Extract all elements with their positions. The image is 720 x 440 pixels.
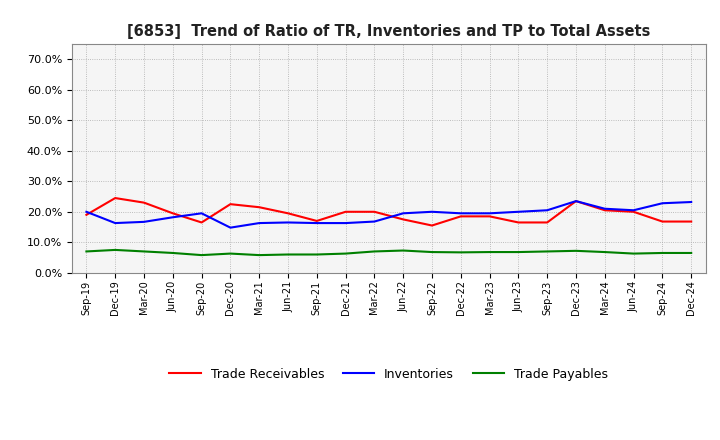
Inventories	[370, 219, 379, 224]
Inventories	[312, 220, 321, 226]
Inventories	[111, 220, 120, 226]
Trade Payables	[82, 249, 91, 254]
Inventories	[255, 220, 264, 226]
Trade Payables	[543, 249, 552, 254]
Trade Receivables	[514, 220, 523, 225]
Trade Payables	[255, 253, 264, 258]
Trade Payables	[485, 249, 494, 255]
Trade Payables	[111, 247, 120, 253]
Trade Receivables	[485, 214, 494, 219]
Trade Payables	[370, 249, 379, 254]
Line: Trade Receivables: Trade Receivables	[86, 198, 691, 226]
Line: Inventories: Inventories	[86, 201, 691, 227]
Trade Payables	[514, 249, 523, 255]
Trade Payables	[428, 249, 436, 255]
Legend: Trade Receivables, Inventories, Trade Payables: Trade Receivables, Inventories, Trade Pa…	[164, 363, 613, 385]
Inventories	[514, 209, 523, 214]
Inventories	[284, 220, 292, 225]
Inventories	[341, 220, 350, 226]
Trade Payables	[226, 251, 235, 256]
Inventories	[456, 211, 465, 216]
Trade Receivables	[312, 218, 321, 224]
Title: [6853]  Trend of Ratio of TR, Inventories and TP to Total Assets: [6853] Trend of Ratio of TR, Inventories…	[127, 24, 650, 39]
Trade Receivables	[255, 205, 264, 210]
Trade Payables	[600, 249, 609, 255]
Trade Payables	[399, 248, 408, 253]
Trade Payables	[197, 253, 206, 258]
Inventories	[140, 219, 148, 224]
Trade Receivables	[140, 200, 148, 205]
Trade Receivables	[168, 211, 177, 216]
Trade Receivables	[284, 211, 292, 216]
Trade Receivables	[687, 219, 696, 224]
Trade Receivables	[341, 209, 350, 214]
Trade Payables	[168, 250, 177, 256]
Trade Receivables	[629, 209, 638, 214]
Trade Payables	[456, 250, 465, 255]
Inventories	[629, 208, 638, 213]
Trade Receivables	[370, 209, 379, 214]
Trade Receivables	[226, 202, 235, 207]
Trade Payables	[312, 252, 321, 257]
Trade Payables	[687, 250, 696, 256]
Inventories	[197, 211, 206, 216]
Trade Receivables	[428, 223, 436, 228]
Trade Payables	[140, 249, 148, 254]
Inventories	[658, 201, 667, 206]
Inventories	[428, 209, 436, 214]
Inventories	[82, 209, 91, 214]
Inventories	[600, 206, 609, 211]
Trade Payables	[341, 251, 350, 256]
Trade Payables	[572, 248, 580, 253]
Line: Trade Payables: Trade Payables	[86, 250, 691, 255]
Inventories	[226, 225, 235, 230]
Trade Payables	[629, 251, 638, 256]
Trade Receivables	[456, 214, 465, 219]
Trade Receivables	[543, 220, 552, 225]
Trade Receivables	[600, 208, 609, 213]
Trade Receivables	[197, 220, 206, 225]
Inventories	[168, 215, 177, 220]
Trade Receivables	[572, 198, 580, 204]
Trade Receivables	[111, 195, 120, 201]
Inventories	[572, 198, 580, 204]
Trade Receivables	[399, 217, 408, 222]
Inventories	[543, 208, 552, 213]
Trade Payables	[658, 250, 667, 256]
Inventories	[687, 199, 696, 205]
Inventories	[399, 211, 408, 216]
Trade Receivables	[82, 212, 91, 217]
Trade Payables	[284, 252, 292, 257]
Inventories	[485, 211, 494, 216]
Trade Receivables	[658, 219, 667, 224]
